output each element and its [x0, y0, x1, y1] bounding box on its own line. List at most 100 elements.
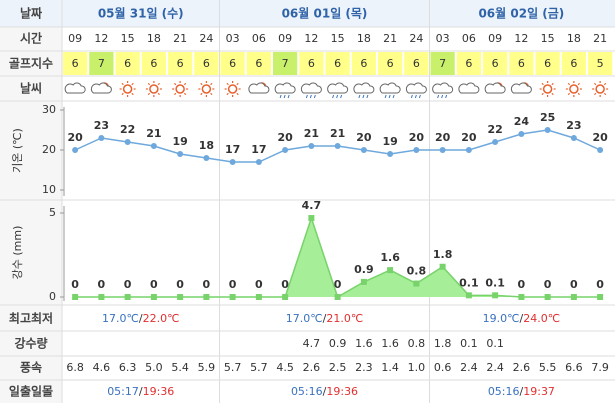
point — [98, 135, 105, 141]
data-label: 0 — [544, 278, 552, 291]
wind-value: 7.9 — [591, 361, 609, 374]
point — [439, 263, 446, 270]
sep: / — [323, 385, 327, 398]
rain-drop — [287, 94, 290, 99]
point — [360, 278, 367, 285]
cloud-icon — [379, 82, 401, 94]
label: 날짜 — [20, 6, 42, 21]
sun-ray — [157, 92, 160, 96]
data-label: 18 — [199, 139, 214, 152]
sun-ray — [131, 82, 134, 86]
rain-value: 0.1 — [486, 337, 504, 350]
sun-ray — [183, 82, 187, 86]
rain-drop — [283, 94, 286, 99]
rain-drop — [437, 94, 440, 99]
sun-ray — [541, 92, 544, 96]
rain-drop — [384, 94, 387, 99]
rain-drop — [305, 94, 308, 99]
sun-icon — [149, 84, 159, 94]
sun-ray — [200, 92, 203, 96]
cloud-icon — [90, 82, 112, 94]
golf-value: 5 — [597, 57, 604, 70]
cloud-icon — [458, 82, 480, 94]
time: 24 — [409, 32, 423, 45]
data-label: 20 — [67, 131, 83, 144]
minmax: 19.0℃/24.0℃ — [483, 312, 560, 325]
sun-ray — [121, 82, 124, 86]
label: 일출일몰 — [9, 384, 53, 399]
wind-value: 5.0 — [145, 361, 163, 374]
sun-ray — [200, 82, 203, 86]
point — [413, 280, 420, 287]
rain-drop — [340, 94, 343, 99]
data-label: 20 — [356, 131, 372, 144]
data-label: 0 — [176, 278, 184, 291]
time: 21 — [593, 32, 607, 45]
cloud-icon — [353, 82, 375, 94]
golf-value: 6 — [334, 57, 341, 70]
golf-value: 6 — [570, 57, 577, 70]
sunset: 19:37 — [523, 385, 555, 398]
point — [518, 131, 525, 137]
data-label: 0 — [98, 278, 106, 291]
golf-cell — [456, 52, 481, 75]
point — [544, 127, 551, 133]
min: 17.0℃ — [102, 312, 139, 325]
data-label: 0 — [203, 278, 211, 291]
golf-cell — [141, 52, 166, 75]
sunrise: 05:17 — [107, 385, 139, 398]
data-label: 4.7 — [302, 199, 322, 212]
golf-value: 6 — [72, 57, 79, 70]
wind-value: 5.4 — [171, 361, 189, 374]
data-label: 0 — [150, 278, 158, 291]
point — [465, 147, 472, 153]
sun-times: 05:16/19:36 — [291, 385, 358, 398]
sun-ray — [603, 92, 607, 96]
sep: / — [520, 312, 524, 325]
sun-ray — [577, 82, 580, 86]
label: 강수량 — [14, 337, 47, 351]
sun-ray — [131, 92, 134, 96]
time: 24 — [199, 32, 213, 45]
point — [387, 267, 394, 274]
golf-value: 6 — [360, 57, 367, 70]
sun-ray — [157, 82, 160, 86]
data-label: 19 — [382, 135, 397, 148]
point — [255, 294, 262, 300]
sun-icon — [175, 84, 185, 94]
min: 19.0℃ — [483, 312, 520, 325]
time: 12 — [94, 32, 108, 45]
data-label: 20 — [592, 131, 608, 144]
golf-value: 6 — [203, 57, 210, 70]
label-bg — [0, 27, 62, 403]
data-label: 21 — [330, 127, 345, 140]
data-label: 17 — [251, 143, 266, 156]
point — [439, 147, 446, 153]
wind-value: 2.5 — [329, 361, 347, 374]
point — [413, 147, 420, 153]
data-label: 19 — [172, 135, 187, 148]
golf-cell — [168, 52, 193, 75]
time: 12 — [514, 32, 528, 45]
point — [544, 294, 551, 300]
time: 12 — [304, 32, 318, 45]
rain-drop — [313, 94, 316, 99]
sun-ray — [210, 92, 213, 96]
minmax: 17.0℃/22.0℃ — [102, 312, 179, 325]
golf-cell — [299, 52, 324, 75]
sun-icon — [122, 84, 133, 94]
sun-icon — [227, 84, 238, 94]
y-axis-label: 강수 (mm) — [11, 226, 24, 280]
golf-value: 6 — [465, 57, 472, 70]
wind-value: 4.5 — [276, 361, 294, 374]
rain-drop — [392, 94, 395, 99]
cloud-icon — [432, 82, 454, 94]
sun-ray — [147, 82, 151, 86]
sep: / — [139, 312, 143, 325]
point — [124, 139, 131, 145]
sun-ray — [236, 92, 239, 96]
time: 21 — [173, 32, 187, 45]
wind-value: 4.6 — [93, 361, 111, 374]
golf-value: 7 — [439, 57, 446, 70]
